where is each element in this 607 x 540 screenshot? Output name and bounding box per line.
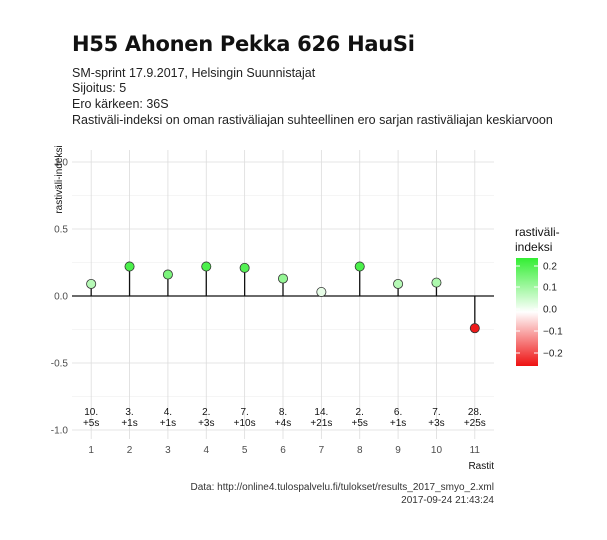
annotation-diff: +5s: [83, 418, 99, 429]
y-axis-label: rastiväli-indeksi: [54, 145, 65, 213]
annotation-rank: 6.: [394, 407, 402, 418]
chart-title: H55 Ahonen Pekka 626 HauSi: [72, 32, 415, 56]
annotation-diff: +1s: [160, 418, 176, 429]
y-tick-label: -0.5: [51, 359, 69, 370]
annotation-diff: +4s: [275, 418, 291, 429]
data-point: [469, 323, 480, 334]
annotation-diff: +5s: [352, 418, 368, 429]
y-tick-label: 1.0: [54, 158, 68, 169]
data-point: [162, 269, 173, 280]
data-point: [86, 278, 97, 289]
x-tick-label: 4: [203, 445, 209, 456]
data-point: [431, 277, 442, 288]
legend-tick-label: 0.1: [543, 283, 557, 294]
annotation-rank: 2.: [202, 407, 210, 418]
y-tick-label: 0.0: [54, 292, 68, 303]
annotation-rank: 10.: [84, 407, 98, 418]
legend-title-line-2: indeksi: [515, 240, 552, 254]
x-tick-label: 2: [127, 445, 133, 456]
annotation-rank: 3.: [125, 407, 133, 418]
points: [86, 261, 480, 334]
data-point: [124, 261, 135, 272]
x-tick-label: 10: [431, 445, 443, 456]
subtitle-description: Rastiväli-indeksi on oman rastiväliajan …: [72, 113, 553, 127]
x-tick-label: 3: [165, 445, 171, 456]
x-tick-label: 5: [242, 445, 248, 456]
data-point: [201, 261, 212, 272]
legend-tick-label: −0.1: [543, 327, 563, 338]
color-legend: rastiväli- indeksi 0.2 0.1 0.0 −0.1 −0.2: [515, 225, 563, 366]
legend-tick-label: −0.2: [543, 349, 563, 360]
subtitle-gap: Ero kärkeen: 36S: [72, 97, 169, 111]
data-point: [393, 278, 404, 289]
caption-source: Data: http://online4.tulospalvelu.fi/tul…: [190, 482, 494, 493]
annotation-diff: +3s: [198, 418, 214, 429]
subtitle-event: SM-sprint 17.9.2017, Helsingin Suunnista…: [72, 66, 316, 80]
x-tick-label: 8: [357, 445, 363, 456]
annotation-rank: 14.: [314, 407, 328, 418]
data-point: [239, 262, 250, 273]
annotation-diff: +21s: [310, 418, 332, 429]
annotation-diff: +10s: [234, 418, 256, 429]
data-point: [316, 286, 327, 297]
annotation-rank: 7.: [240, 407, 248, 418]
x-tick-label: 1: [88, 445, 94, 456]
x-tick-label: 11: [470, 445, 481, 456]
legend-title-line-1: rastiväli-: [515, 225, 560, 239]
caption-timestamp: 2017-09-24 21:43:24: [401, 495, 494, 506]
legend-tick-label: 0.0: [543, 305, 557, 316]
legend-tick-label: 0.2: [543, 262, 557, 273]
annotation-rank: 28.: [468, 407, 482, 418]
data-point: [277, 273, 288, 284]
annotation-diff: +25s: [464, 418, 486, 429]
y-axis: 1.0 0.5 0.0 -0.5 -1.0: [51, 158, 69, 437]
x-tick-label: 9: [395, 445, 401, 456]
annotation-rank: 2.: [356, 407, 364, 418]
x-tick-label: 6: [280, 445, 286, 456]
grid-lines: [72, 150, 494, 439]
x-axis-label: Rastit: [468, 461, 494, 472]
annotation-rank: 7.: [432, 407, 440, 418]
x-axis: 1 2 3 4 5 6 7 8 9 10 11: [88, 445, 480, 456]
y-tick-label: -1.0: [51, 426, 69, 437]
annotation-rank: 4.: [164, 407, 172, 418]
annotation-rank: 8.: [279, 407, 287, 418]
annotation-diff: +1s: [390, 418, 406, 429]
x-tick-label: 7: [319, 445, 325, 456]
annotation-diff: +1s: [121, 418, 137, 429]
annotation-diff: +3s: [428, 418, 444, 429]
subtitle-placement: Sijoitus: 5: [72, 81, 127, 95]
data-point: [354, 261, 365, 272]
y-tick-label: 0.5: [54, 225, 68, 236]
legend-colorbar: [516, 258, 538, 366]
annotations: 10.+5s3.+1s4.+1s2.+3s7.+10s8.+4s14.+21s2…: [83, 407, 486, 429]
